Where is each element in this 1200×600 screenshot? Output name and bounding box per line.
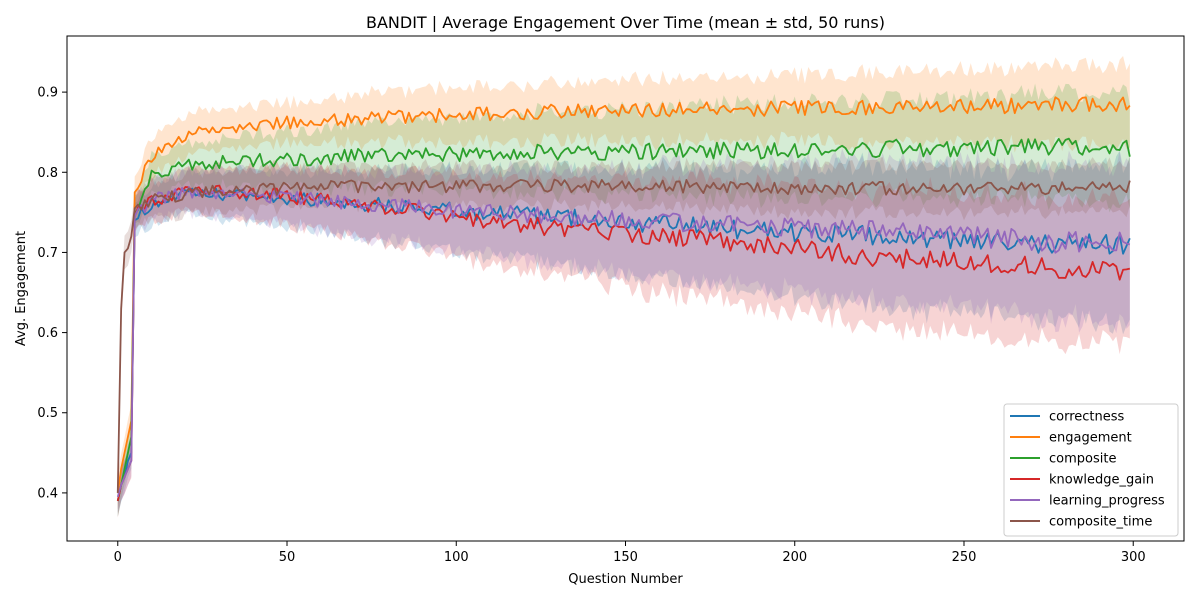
legend-label-correctness: correctness: [1049, 410, 1125, 425]
std-band-learning-progress: [117, 146, 1130, 513]
y-tick-label: 0.8: [37, 166, 58, 181]
legend-box: [1003, 403, 1179, 537]
x-tick-label: 100: [444, 550, 469, 565]
x-tick-label: 200: [782, 550, 807, 565]
x-tick-label: 300: [1121, 550, 1146, 565]
series-line-knowledge-gain: [116, 184, 1131, 502]
std-band-composite: [117, 83, 1130, 517]
y-axis-ticks: 0.4 0.5 0.6 0.7 0.8 0.9: [37, 86, 67, 501]
x-tick-label: 0: [114, 550, 122, 565]
legend-label-learning-progress: learning_progress: [1049, 494, 1165, 509]
y-tick-label: 0.4: [37, 486, 58, 501]
legend-label-engagement: engagement: [1049, 431, 1132, 446]
y-axis-label: Avg. Engagement: [14, 231, 29, 346]
legend-label-knowledge-gain: knowledge_gain: [1049, 473, 1154, 488]
y-tick-label: 0.9: [37, 86, 58, 101]
std-band-knowledge-gain: [117, 160, 1130, 518]
y-tick-label: 0.6: [37, 326, 58, 341]
x-axis-ticks: 0 50 100 150 200 250 300: [114, 541, 1146, 565]
y-tick-label: 0.7: [37, 246, 58, 261]
y-tick-label: 0.5: [37, 406, 58, 421]
x-tick-label: 250: [952, 550, 977, 565]
chart-title: BANDIT | Average Engagement Over Time (m…: [366, 13, 885, 32]
legend-label-composite-time: composite_time: [1049, 515, 1152, 530]
x-tick-label: 50: [279, 550, 296, 565]
series-line-composite: [116, 137, 1131, 502]
legend-label-composite: composite: [1049, 452, 1116, 467]
legend: correctness engagement composite knowledge_…: [1003, 403, 1179, 537]
std-band-correctness: [117, 150, 1130, 517]
series-line-engagement: [116, 96, 1131, 494]
series-lines: [116, 96, 1131, 502]
series-line-composite-time: [116, 178, 1131, 493]
x-tick-label: 150: [613, 550, 638, 565]
x-axis-label: Question Number: [568, 572, 683, 587]
series-line-learning-progress: [116, 186, 1131, 498]
